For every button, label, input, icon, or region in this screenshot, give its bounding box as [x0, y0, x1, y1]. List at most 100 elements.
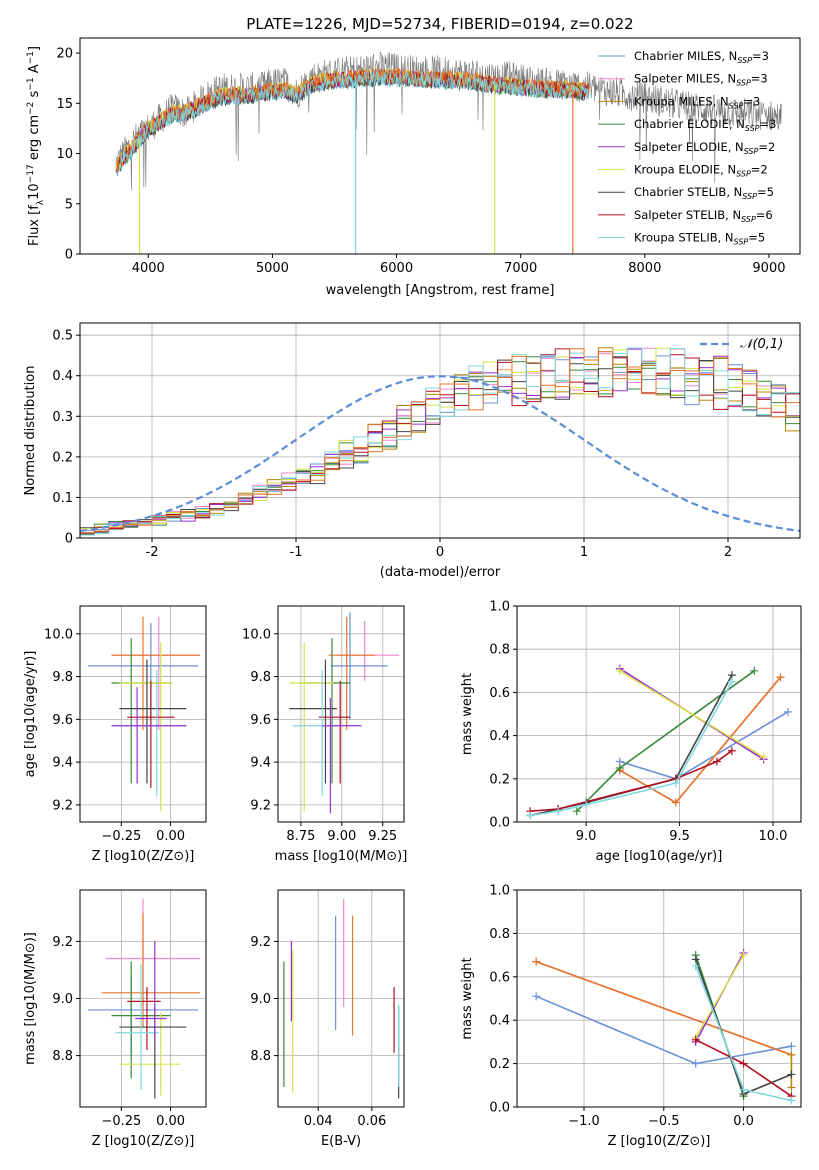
x-axis-label: (data-model)/error — [380, 565, 501, 580]
axes-frame — [79, 605, 207, 823]
legend-label-text: Salpeter MILES, N — [634, 72, 736, 86]
weight-point-marker — [787, 1083, 796, 1092]
y-tick-label: 0.5 — [52, 329, 73, 344]
weight-point-marker — [532, 957, 541, 966]
axes-frame — [79, 889, 207, 1108]
legend-label-subscript: SSP — [744, 147, 759, 156]
x-axis-label: Z [log10(Z/Z⊙)] — [92, 1134, 195, 1149]
y-tick-label: 1.0 — [489, 884, 510, 899]
panel-spectrum: 4000 5000 6000 7000 8000 9000 0 5 10 15 20 Chabrier… — [26, 37, 801, 298]
y-tick-label: 9.6 — [52, 713, 73, 728]
y-tick-label: 8.8 — [250, 1049, 271, 1064]
legend-label-suffix: =3 — [743, 94, 760, 108]
x-tick-label: 0.0 — [733, 1114, 754, 1129]
y-tick-label: 0.4 — [52, 369, 73, 384]
plot-area — [283, 898, 400, 1099]
y-axis-label-part: −1 — [26, 51, 36, 64]
panel-residual-histogram: -2 -1 0 1 2 0 0.1 0.2 0.3 0.4 0.5 𝒩(0,1) (data-model… — [23, 322, 801, 580]
y-tick-label: 9.2 — [250, 798, 271, 813]
y-tick-label: 0.8 — [489, 643, 510, 658]
y-tick-label: 10.0 — [44, 627, 73, 642]
axes-frame — [79, 322, 801, 539]
y-axis-label-part: erg cm — [27, 115, 42, 164]
y-axis-label: Normed distribution — [23, 366, 38, 496]
legend-label-text: Chabrier ELODIE, N — [634, 117, 745, 131]
weight-point-marker — [739, 1085, 748, 1094]
y-tick-label: 9.0 — [52, 992, 73, 1007]
x-tick-label: 0 — [436, 545, 444, 560]
plot-area — [87, 616, 201, 812]
histogram-series — [80, 348, 800, 538]
weight-point-marker — [532, 992, 541, 1001]
axes-frame — [79, 37, 801, 255]
y-axis-label: Flux [fλ10−17 erg cm−2 s−1 A−1] — [26, 46, 46, 246]
plot-area — [289, 612, 400, 814]
weight-series-line — [619, 670, 765, 758]
x-axis-label: mass [log10(M/M⊙)] — [275, 849, 408, 864]
legend-label-subscript: SSP — [742, 192, 757, 201]
x-tick-label: 9.5 — [669, 829, 690, 844]
legend-label-suffix: =3 — [751, 72, 768, 86]
x-tick-label: 0.04 — [304, 1114, 333, 1129]
weight-point-marker — [750, 666, 759, 675]
axes-frame — [277, 889, 405, 1108]
weight-point-marker — [787, 1096, 796, 1105]
y-axis-label-part: −17 — [26, 164, 36, 183]
x-tick-label: −1.0 — [568, 1114, 600, 1129]
y-tick-label: 0.2 — [489, 772, 510, 787]
y-axis-label-part: s — [27, 90, 42, 101]
weight-point-marker — [691, 1059, 700, 1068]
y-tick-label: 9.8 — [250, 670, 271, 685]
y-tick-label: 0.2 — [489, 1057, 510, 1072]
legend-label-subscript: SSP — [741, 215, 756, 224]
y-tick-label: 0.0 — [489, 1101, 510, 1116]
plot-area — [532, 948, 796, 1105]
y-tick-label: 15 — [56, 97, 73, 112]
x-tick-label: -2 — [146, 545, 159, 560]
x-tick-label: 0.06 — [357, 1114, 386, 1129]
x-tick-label: 9.00 — [327, 829, 356, 844]
weight-point-marker — [727, 677, 736, 686]
y-tick-label: 9.0 — [250, 992, 271, 1007]
legend-label-suffix: =5 — [748, 231, 765, 245]
y-tick-label: 9.2 — [250, 935, 271, 950]
y-tick-label: 9.2 — [52, 798, 73, 813]
x-axis-label: Z [log10(Z/Z⊙)] — [608, 1134, 711, 1149]
x-tick-label: 1 — [580, 545, 588, 560]
weight-point-marker — [572, 807, 581, 816]
weight-point-marker — [615, 764, 624, 772]
y-tick-label: 9.2 — [52, 935, 73, 950]
x-tick-label: −0.25 — [101, 1114, 141, 1129]
y-tick-label: 9.6 — [250, 713, 271, 728]
y-tick-label: 10.0 — [242, 627, 271, 642]
x-tick-label: 8000 — [628, 261, 661, 276]
legend-label-text: Chabrier MILES, N — [634, 49, 737, 63]
x-tick-label: 0.00 — [156, 829, 185, 844]
weight-point-marker — [776, 673, 785, 682]
weight-point-marker — [783, 707, 792, 716]
legend-label-subscript: SSP — [745, 124, 760, 133]
legend-label: Kroupa ELODIE, NSSP=2 — [634, 163, 768, 179]
y-tick-label: 0.8 — [489, 927, 510, 942]
weight-point-marker — [691, 961, 700, 970]
legend-label: Chabrier ELODIE, NSSP=3 — [634, 117, 776, 133]
legend-label-text: Kroupa ELODIE, N — [634, 163, 736, 177]
weight-series-line — [529, 681, 733, 817]
y-tick-label: 10 — [56, 147, 73, 162]
x-axis-label: E(B-V) — [321, 1134, 361, 1149]
figure-title: PLATE=1226, MJD=52734, FIBERID=0194, z=0… — [246, 15, 633, 33]
y-axis-label-part: A — [27, 64, 42, 77]
x-tick-label: −0.5 — [648, 1114, 680, 1129]
y-axis-label: age [log10(age/yr)] — [23, 651, 38, 778]
legend-label-suffix: =3 — [752, 49, 769, 63]
x-tick-label: 10.0 — [758, 829, 787, 844]
x-tick-label: -1 — [290, 545, 303, 560]
panel-age-vs-Z: −0.25 0.00 9.2 9.4 9.6 9.8 10.0 Z [log10(Z/Z⊙)]… — [23, 605, 207, 864]
legend-label: Kroupa STELIB, NSSP=5 — [634, 231, 765, 247]
x-tick-label: 8.75 — [286, 829, 315, 844]
x-tick-label: −0.25 — [101, 829, 141, 844]
legend-label-suffix: =3 — [760, 117, 777, 131]
x-tick-label: 9.25 — [368, 829, 397, 844]
